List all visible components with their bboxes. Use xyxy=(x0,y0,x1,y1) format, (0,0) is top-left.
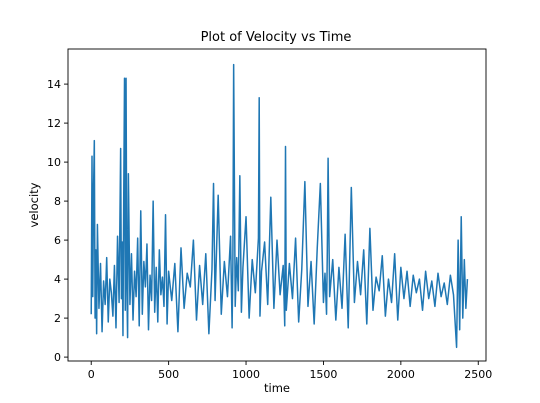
y-tick-label: 2 xyxy=(54,312,61,325)
x-tick-label: 2500 xyxy=(464,368,492,381)
x-tick-label: 0 xyxy=(88,368,95,381)
y-tick-label: 6 xyxy=(54,234,61,247)
x-tick-label: 2000 xyxy=(387,368,415,381)
y-tick-label: 0 xyxy=(54,351,61,364)
chart-title: Plot of Velocity vs Time xyxy=(201,30,352,45)
x-axis-label: time xyxy=(264,381,290,395)
y-tick-label: 10 xyxy=(47,156,61,169)
y-tick-label: 8 xyxy=(54,195,61,208)
x-tick-label: 1000 xyxy=(232,368,260,381)
x-axis-ticks: 0 500 1000 1500 2000 2500 xyxy=(88,361,492,381)
velocity-series-line xyxy=(90,63,469,349)
x-tick-label: 500 xyxy=(158,368,179,381)
x-tick-label: 1500 xyxy=(309,368,337,381)
y-tick-label: 14 xyxy=(47,78,61,91)
y-tick-label: 12 xyxy=(47,117,61,130)
y-tick-label: 4 xyxy=(54,273,61,286)
axes-frame xyxy=(67,48,487,362)
plot-area xyxy=(90,63,469,349)
y-axis-ticks: 0 2 4 6 8 10 12 14 xyxy=(47,78,68,364)
y-axis-label: velocity xyxy=(27,182,41,227)
